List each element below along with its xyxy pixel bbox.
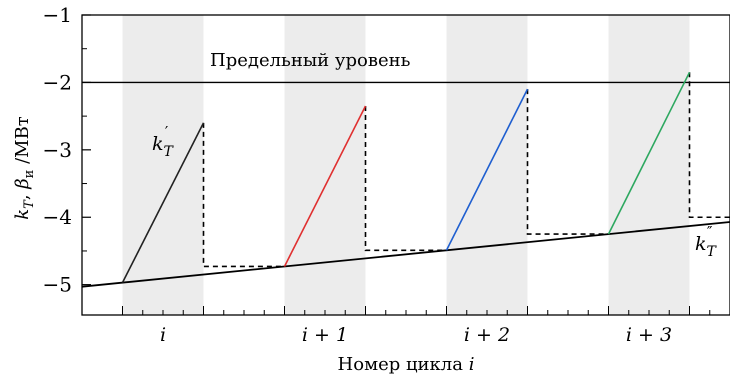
dashed-step-4 — [688, 72, 730, 219]
growth-segment-2 — [283, 105, 367, 267]
shaded-bands — [122, 15, 690, 315]
x-tick-label: i + 2 — [464, 324, 510, 346]
x-axis-label: Номер цикла i — [338, 354, 475, 375]
growth-segment-3 — [445, 88, 529, 251]
y-tick-label: −2 — [43, 70, 72, 94]
plot-frame — [81, 14, 730, 316]
y-tick-label: −5 — [43, 273, 72, 297]
growth-segment-1 — [121, 122, 205, 284]
dashed-step-1 — [202, 122, 285, 268]
dashed-step-2 — [364, 106, 447, 252]
shaded-band-1 — [122, 15, 204, 315]
x-tick-label: i — [160, 324, 166, 346]
shaded-band-4 — [608, 15, 690, 315]
series-label-kT-double-prime: kT″ — [695, 223, 718, 260]
minor-ticks — [122, 306, 730, 315]
x-tick-label: i + 3 — [626, 324, 672, 346]
shaded-band-3 — [446, 15, 528, 315]
y-tick-label: −1 — [43, 3, 72, 27]
x-tick-label: i + 1 — [302, 324, 348, 346]
series-lines — [81, 71, 730, 288]
limit-level-label: Предельный уровень — [210, 50, 411, 71]
y-tick-label: −4 — [43, 205, 72, 229]
y-tick-label: −3 — [43, 138, 72, 162]
dashed-step-3 — [526, 89, 609, 235]
growth-segment-4 — [607, 71, 691, 235]
svg-text:kT, βи /МВт: kT, βи /МВт — [12, 116, 37, 220]
base-line-kT-double-prime — [81, 221, 730, 288]
axis-ticks: −1 −2 −3 −4 −5 i i + 1 i + 2 i + 3 — [43, 3, 673, 346]
y-axis-label: kT, βи /МВт — [12, 116, 37, 220]
